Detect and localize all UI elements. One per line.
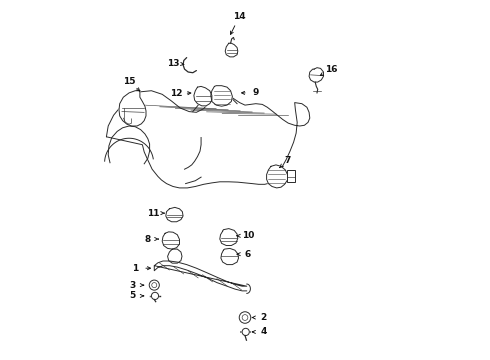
Polygon shape <box>221 248 239 265</box>
Polygon shape <box>154 261 247 291</box>
Polygon shape <box>211 86 232 106</box>
Text: 1: 1 <box>132 264 138 273</box>
Polygon shape <box>267 165 288 188</box>
Text: 2: 2 <box>261 313 267 322</box>
Text: 10: 10 <box>242 231 254 240</box>
Text: 11: 11 <box>147 209 159 217</box>
Text: 7: 7 <box>284 156 291 165</box>
Bar <box>288 170 295 182</box>
Polygon shape <box>168 249 182 263</box>
Text: 9: 9 <box>253 88 259 97</box>
Text: 13: 13 <box>167 58 179 68</box>
Polygon shape <box>166 207 183 222</box>
Polygon shape <box>225 43 238 57</box>
Circle shape <box>149 280 159 290</box>
Polygon shape <box>106 91 310 188</box>
Circle shape <box>242 328 249 336</box>
Text: 15: 15 <box>123 77 135 85</box>
Polygon shape <box>194 86 212 106</box>
Text: 4: 4 <box>261 328 267 336</box>
Text: 14: 14 <box>233 12 246 21</box>
Polygon shape <box>119 91 146 126</box>
Text: 16: 16 <box>325 65 338 74</box>
Text: 6: 6 <box>245 250 251 258</box>
Polygon shape <box>309 68 323 82</box>
Text: 3: 3 <box>129 281 136 289</box>
Circle shape <box>151 292 159 300</box>
Text: 8: 8 <box>145 235 151 243</box>
Text: 5: 5 <box>129 292 136 300</box>
Polygon shape <box>220 229 238 246</box>
Text: 12: 12 <box>171 89 183 98</box>
Circle shape <box>239 312 251 323</box>
Polygon shape <box>162 232 179 249</box>
